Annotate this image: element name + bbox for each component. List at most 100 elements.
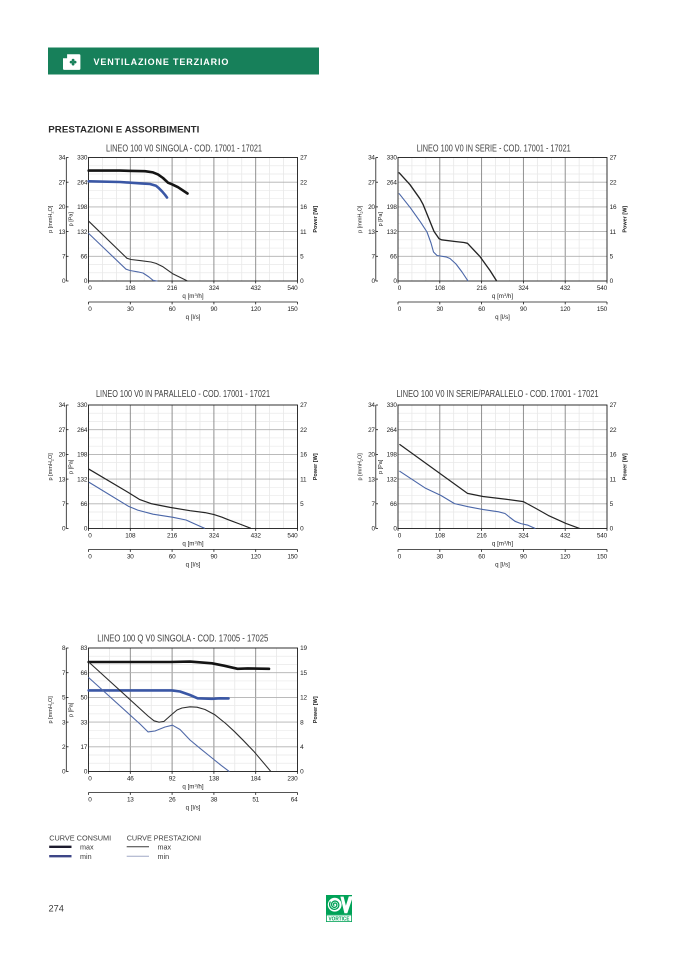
svg-text:Power [W]: Power [W] <box>313 206 319 233</box>
svg-text:108: 108 <box>125 533 136 540</box>
svg-text:0: 0 <box>371 278 375 285</box>
svg-text:50: 50 <box>80 695 87 702</box>
svg-text:432: 432 <box>251 533 262 540</box>
svg-text:0: 0 <box>610 278 614 285</box>
svg-text:13: 13 <box>127 797 134 804</box>
svg-text:7: 7 <box>371 254 375 261</box>
svg-text:0: 0 <box>62 278 66 285</box>
svg-text:60: 60 <box>478 306 485 313</box>
svg-text:0: 0 <box>371 526 375 533</box>
svg-text:q [l/s]: q [l/s] <box>495 314 510 321</box>
svg-text:432: 432 <box>560 533 571 540</box>
svg-text:264: 264 <box>387 427 398 434</box>
svg-text:184: 184 <box>251 776 262 783</box>
svg-text:16: 16 <box>610 204 617 211</box>
svg-text:108: 108 <box>125 285 136 292</box>
svg-text:22: 22 <box>610 427 617 434</box>
svg-text:0: 0 <box>84 769 88 776</box>
svg-text:27: 27 <box>59 179 66 186</box>
svg-text:5: 5 <box>300 501 304 508</box>
svg-text:0: 0 <box>398 285 402 292</box>
svg-text:0: 0 <box>88 554 92 561</box>
svg-text:120: 120 <box>560 554 571 561</box>
svg-text:66: 66 <box>80 501 87 508</box>
svg-text:7: 7 <box>371 501 375 508</box>
svg-text:LINEO 100 V0 IN PARALLELO - CO: LINEO 100 V0 IN PARALLELO - COD. 17001 -… <box>96 389 270 400</box>
svg-text:22: 22 <box>610 179 617 186</box>
svg-text:5: 5 <box>62 695 66 702</box>
svg-text:Power [W]: Power [W] <box>313 696 319 723</box>
svg-text:11: 11 <box>300 476 307 483</box>
svg-text:q [l/s]: q [l/s] <box>186 805 201 812</box>
svg-text:q [l/s]: q [l/s] <box>186 562 201 569</box>
svg-text:22: 22 <box>300 179 307 186</box>
svg-text:p [mmH2O]: p [mmH2O] <box>48 696 54 724</box>
svg-text:20: 20 <box>59 452 66 459</box>
svg-text:Power [W]: Power [W] <box>623 453 629 480</box>
svg-text:22: 22 <box>300 427 307 434</box>
svg-text:q [m3/h]: q [m3/h] <box>182 783 203 791</box>
svg-text:66: 66 <box>390 501 397 508</box>
svg-text:p [Pa]: p [Pa] <box>69 702 75 717</box>
svg-text:0: 0 <box>300 278 304 285</box>
svg-text:p [Pa]: p [Pa] <box>378 212 384 227</box>
svg-text:60: 60 <box>169 306 176 313</box>
svg-text:4: 4 <box>300 744 304 751</box>
svg-text:min: min <box>158 852 170 861</box>
svg-text:VORTICE: VORTICE <box>329 916 350 922</box>
svg-text:16: 16 <box>610 452 617 459</box>
svg-text:p [Pa]: p [Pa] <box>69 459 75 474</box>
svg-text:5: 5 <box>610 501 614 508</box>
svg-text:330: 330 <box>387 402 398 409</box>
svg-text:16: 16 <box>300 204 307 211</box>
svg-text:198: 198 <box>387 452 398 459</box>
svg-text:3: 3 <box>62 719 66 726</box>
svg-text:30: 30 <box>436 554 443 561</box>
svg-text:11: 11 <box>610 229 617 236</box>
svg-text:540: 540 <box>597 285 608 292</box>
svg-text:264: 264 <box>77 427 88 434</box>
svg-text:q [l/s]: q [l/s] <box>495 562 510 569</box>
svg-text:66: 66 <box>80 254 87 261</box>
svg-text:27: 27 <box>368 427 375 434</box>
svg-text:7: 7 <box>62 501 66 508</box>
svg-text:27: 27 <box>59 427 66 434</box>
svg-text:PRESTAZIONI E ASSORBIMENTI: PRESTAZIONI E ASSORBIMENTI <box>48 124 199 134</box>
svg-text:60: 60 <box>169 554 176 561</box>
svg-text:8: 8 <box>62 645 66 652</box>
svg-text:108: 108 <box>435 285 446 292</box>
svg-text:34: 34 <box>59 155 66 162</box>
svg-text:198: 198 <box>77 452 88 459</box>
svg-text:0: 0 <box>393 278 397 285</box>
svg-text:p [mmH2O]: p [mmH2O] <box>48 453 54 481</box>
svg-text:0: 0 <box>393 526 397 533</box>
svg-text:132: 132 <box>77 476 88 483</box>
svg-text:150: 150 <box>287 306 298 313</box>
svg-text:0: 0 <box>84 526 88 533</box>
svg-text:5: 5 <box>300 254 304 261</box>
svg-text:15: 15 <box>300 670 307 677</box>
svg-text:CURVE PRESTAZIONI: CURVE PRESTAZIONI <box>127 833 202 842</box>
svg-text:27: 27 <box>300 155 307 162</box>
svg-text:216: 216 <box>477 285 488 292</box>
svg-text:324: 324 <box>518 533 529 540</box>
svg-text:216: 216 <box>167 533 178 540</box>
svg-text:38: 38 <box>211 797 218 804</box>
svg-text:0: 0 <box>300 526 304 533</box>
svg-text:27: 27 <box>368 179 375 186</box>
svg-text:198: 198 <box>387 204 398 211</box>
svg-text:LINEO 100 V0 IN SERIE/PARALLEL: LINEO 100 V0 IN SERIE/PARALLELO - COD. 1… <box>397 389 599 400</box>
svg-text:540: 540 <box>597 533 608 540</box>
svg-text:LINEO 100 Q V0 SINGOLA - COD.: LINEO 100 Q V0 SINGOLA - COD. 17005 - 17… <box>97 633 268 644</box>
svg-text:0: 0 <box>88 776 92 783</box>
svg-text:230: 230 <box>287 776 298 783</box>
svg-text:274: 274 <box>49 904 64 914</box>
svg-text:q [m3/h]: q [m3/h] <box>182 540 203 548</box>
svg-text:Power [W]: Power [W] <box>313 453 319 480</box>
svg-text:13: 13 <box>368 476 375 483</box>
svg-text:324: 324 <box>518 285 529 292</box>
svg-text:2: 2 <box>62 744 66 751</box>
svg-text:34: 34 <box>59 402 66 409</box>
svg-text:0: 0 <box>398 306 402 313</box>
svg-text:90: 90 <box>520 554 527 561</box>
